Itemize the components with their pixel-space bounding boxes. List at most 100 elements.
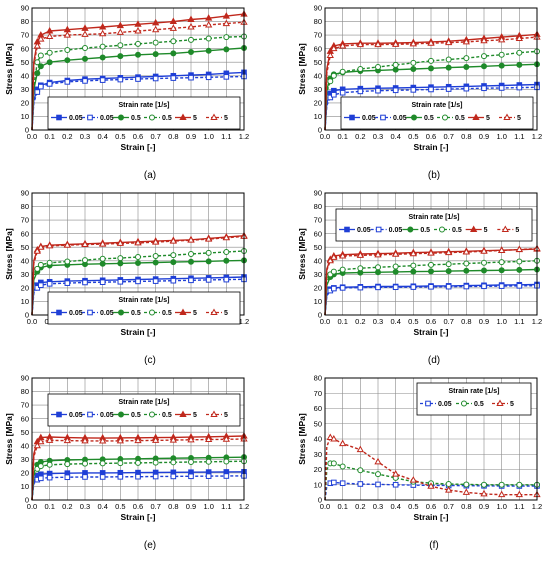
data-point (82, 460, 88, 467)
x-tick-label: 0.1 (337, 317, 347, 326)
data-point (516, 481, 523, 488)
data-point (82, 257, 88, 264)
y-axis-label: Stress [MPa] (297, 43, 307, 95)
legend-label: 0.05 (69, 412, 83, 419)
data-point (445, 38, 453, 46)
data-point (205, 277, 212, 283)
data-point (392, 481, 399, 488)
data-point (34, 59, 41, 66)
data-point (152, 238, 160, 245)
chart-panel-4: 0.0 0.1 0.2 0.3 0.4 0.5 0.6 0.7 0.8 0.9 1.0 1.1 1.2 0… (297, 189, 542, 366)
x-tick-label: 0.4 (97, 502, 107, 511)
y-tick-label: 40 (21, 71, 29, 80)
data-point (374, 250, 382, 258)
data-point (463, 481, 470, 488)
data-point (498, 283, 505, 289)
x-tick-label: 1.2 (532, 502, 542, 511)
data-point (326, 433, 334, 440)
data-point (392, 40, 400, 47)
data-point (516, 283, 523, 289)
x-tick-label: 0.8 (461, 502, 471, 511)
data-point (331, 479, 337, 486)
x-axis-label: Strain [-] (121, 512, 156, 522)
series-line (31, 460, 245, 501)
x-tick-label: 0.5 (115, 502, 125, 511)
legend-label: 0.05 (389, 227, 403, 234)
data-point (46, 474, 53, 481)
x-tick-label: 0.2 (62, 132, 72, 141)
data-point (410, 268, 417, 275)
x-tick-label: 0.9 (186, 502, 196, 511)
data-point (99, 77, 106, 83)
legend-label: 0.05 (362, 115, 376, 122)
y-tick-label: 40 (314, 71, 322, 80)
y-tick-label: 90 (314, 4, 322, 13)
data-point (223, 458, 230, 465)
data-point (339, 266, 346, 273)
data-point (82, 78, 88, 84)
data-point (64, 461, 71, 468)
x-tick-label: 0.8 (168, 132, 178, 141)
panel-label: (a) (144, 170, 156, 181)
y-tick-label: 80 (21, 387, 29, 396)
data-point (331, 91, 337, 98)
data-point (188, 277, 194, 284)
series-line (324, 36, 538, 131)
data-point (463, 283, 470, 290)
data-point (38, 475, 44, 482)
y-tick-label: 10 (314, 297, 322, 306)
y-tick-label: 10 (314, 480, 322, 489)
legend-label: 0.5 (131, 115, 141, 122)
data-point (37, 437, 45, 445)
chart-panel-2: 0.0 0.1 0.2 0.3 0.4 0.5 0.6 0.7 0.8 0.9 1.0 1.1 1.2 0… (297, 4, 542, 181)
data-point (152, 278, 159, 284)
data-point (445, 283, 452, 290)
data-point (117, 260, 124, 267)
legend-label: 0.05 (357, 227, 371, 234)
data-point (135, 459, 141, 466)
data-point (392, 263, 399, 270)
data-point (169, 436, 177, 443)
x-tick-label: 0.9 (186, 132, 196, 141)
x-tick-label: 0.3 (373, 317, 383, 326)
legend-marker (407, 226, 414, 233)
legend-marker (210, 410, 218, 417)
data-point (410, 66, 417, 72)
data-point (38, 83, 44, 90)
y-tick-label: 90 (21, 4, 29, 13)
x-axis-label: Strain [-] (121, 142, 156, 152)
data-point (410, 284, 417, 290)
data-point (516, 84, 523, 91)
y-tick-label: 40 (21, 441, 29, 450)
y-tick-label: 10 (21, 482, 29, 491)
data-point (37, 261, 44, 268)
data-point (357, 481, 364, 487)
data-point (410, 262, 417, 269)
y-tick-label: 80 (21, 202, 29, 211)
data-point (64, 474, 71, 481)
y-tick-label: 50 (21, 58, 29, 67)
y-tick-label: 40 (314, 256, 322, 265)
data-point (33, 247, 41, 254)
legend-marker (501, 225, 509, 232)
x-tick-label: 0.5 (115, 132, 125, 141)
legend-marker (118, 411, 124, 418)
legend-label: 5 (517, 115, 521, 122)
data-point (480, 247, 488, 254)
x-tick-label: 0.1 (44, 132, 54, 141)
y-tick-label: 50 (21, 428, 29, 437)
data-point (82, 474, 88, 480)
data-point (481, 267, 487, 274)
legend-label: 5 (224, 412, 228, 419)
data-point (64, 258, 71, 265)
data-point (223, 74, 230, 80)
data-point (34, 265, 41, 272)
data-point (463, 63, 470, 70)
legend-marker (375, 226, 382, 233)
legend-marker (179, 113, 187, 120)
data-point (410, 59, 417, 66)
data-point (516, 49, 523, 56)
data-point (170, 473, 177, 480)
legend-marker (503, 113, 511, 120)
x-tick-label: 0.1 (337, 132, 347, 141)
